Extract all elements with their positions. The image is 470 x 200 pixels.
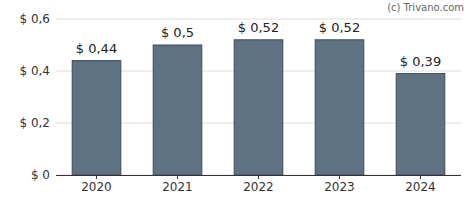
x-tick-label: 2020 <box>81 180 112 194</box>
x-tick <box>420 175 421 179</box>
bar <box>315 40 364 175</box>
data-label: $ 0,52 <box>319 20 360 35</box>
data-label: $ 0,39 <box>400 54 441 69</box>
y-tick-label: $ 0,4 <box>19 64 50 78</box>
bar <box>396 74 445 175</box>
annotation: (c) Trivano.com <box>387 2 464 13</box>
x-tick-label: 2024 <box>405 180 436 194</box>
y-tick-label: $ 0,6 <box>19 12 50 26</box>
bar <box>153 45 202 175</box>
data-label: $ 0,44 <box>76 41 117 56</box>
x-tick <box>339 175 340 179</box>
x-tick-label: 2022 <box>243 180 274 194</box>
y-tick-label: $ 0 <box>31 168 50 182</box>
x-tick-label: 2021 <box>162 180 193 194</box>
x-tick <box>177 175 178 179</box>
data-label: $ 0,5 <box>161 25 194 40</box>
bar <box>234 40 283 175</box>
x-tick <box>258 175 259 179</box>
chart: $ 0 $ 0,2 $ 0,4 $ 0,6 2020 2021 2022 2023 2024 $ … <box>0 0 470 200</box>
data-label: $ 0,52 <box>238 20 279 35</box>
y-tick-label: $ 0,2 <box>19 116 50 130</box>
x-tick <box>96 175 97 179</box>
bars <box>72 40 445 175</box>
x-tick-label: 2023 <box>324 180 355 194</box>
bar <box>72 61 121 175</box>
